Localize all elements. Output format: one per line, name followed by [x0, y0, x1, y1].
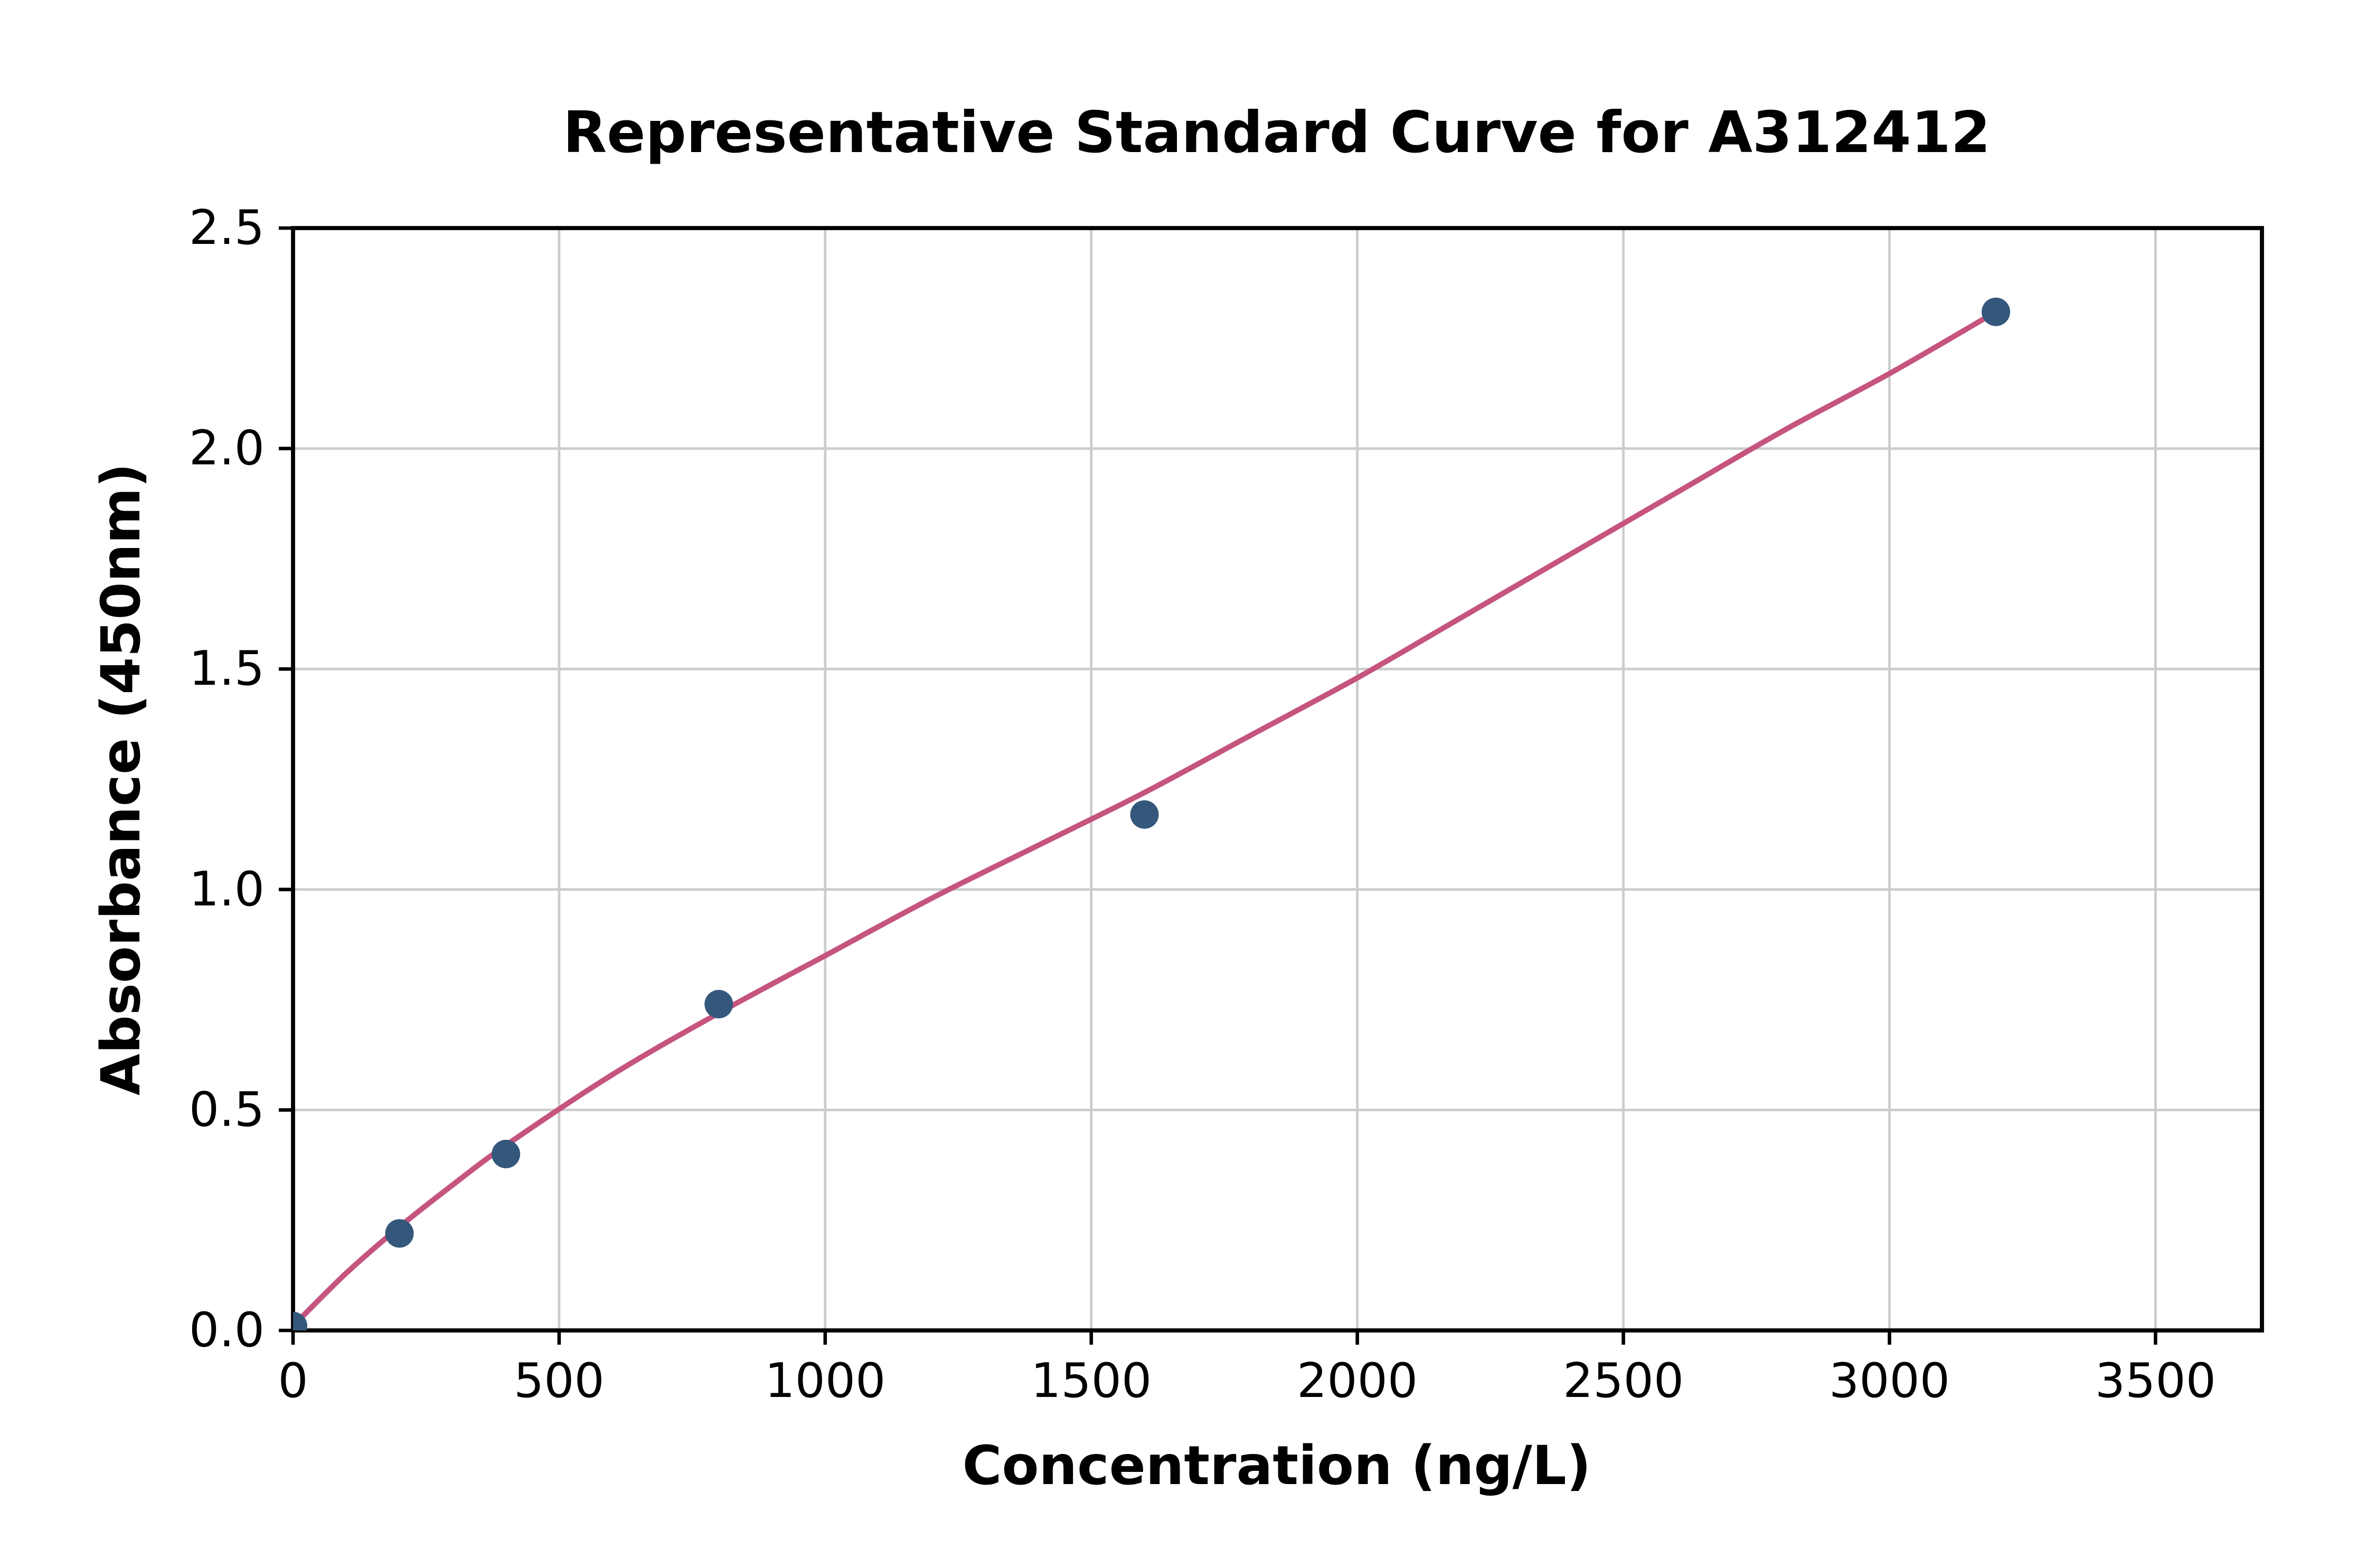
x-tick-label-0: 0: [278, 1353, 308, 1409]
x-tick-label-1000: 1000: [765, 1353, 885, 1409]
y-tick-label-2.0: 2.0: [189, 421, 265, 476]
data-point: [293, 1311, 307, 1330]
x-tick-label-2000: 2000: [1297, 1353, 1418, 1409]
x-axis-label: Concentration (ng/L): [963, 1434, 1591, 1497]
y-tick-label-1.0: 1.0: [189, 862, 265, 917]
data-point: [1982, 297, 2011, 326]
x-tick-label-3500: 3500: [2095, 1353, 2216, 1409]
data-points: [293, 297, 2011, 1330]
chart-title: Representative Standard Curve for A31241…: [563, 100, 1991, 166]
y-tick-label-0.5: 0.5: [189, 1082, 265, 1137]
x-tick-label-500: 500: [514, 1353, 605, 1409]
y-tick-label-2.5: 2.5: [189, 200, 265, 256]
y-tick-label-1.5: 1.5: [189, 641, 265, 696]
data-point: [492, 1139, 521, 1168]
y-tick-label-0.0: 0.0: [189, 1302, 265, 1358]
fit-line: [293, 309, 1999, 1329]
x-tick-label-2500: 2500: [1563, 1353, 1684, 1409]
data-point: [1130, 800, 1159, 829]
data-point: [385, 1219, 414, 1248]
y-axis-label: Absorbance (450nm): [90, 463, 153, 1095]
axis-ticks: 0 500 1000 1500 2000 2500 3000 3500 0.0 0.5 1.0 1.5…: [189, 200, 2216, 1409]
data-point: [704, 989, 733, 1018]
x-tick-label-1500: 1500: [1031, 1353, 1152, 1409]
plot-border: [291, 226, 2264, 1333]
x-tick-label-3000: 3000: [1829, 1353, 1950, 1409]
